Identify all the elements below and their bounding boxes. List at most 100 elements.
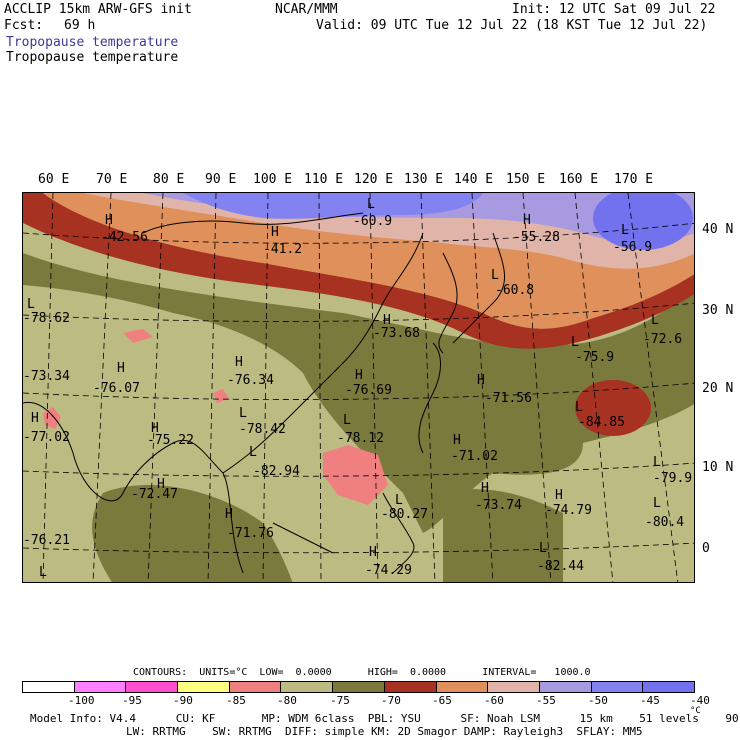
map-mark: L (653, 455, 661, 470)
map-value: -71.56 (485, 391, 532, 406)
lon-label: 170 E (614, 172, 654, 187)
model-title: ACCLIP 15km ARW-GFS init (4, 2, 192, 17)
legend-label: -100 (68, 694, 95, 707)
map-value: -82.44 (537, 559, 584, 574)
valid-time: Valid: 09 UTC Tue 12 Jul 22 (18 KST Tue … (316, 18, 708, 33)
map-mark: H (31, 411, 39, 426)
map-mark: L (575, 400, 583, 415)
map-mark: H (555, 488, 563, 503)
lon-label: 120 E (354, 172, 394, 187)
map-mark: H (355, 368, 363, 383)
map-value: -82.94 (253, 464, 300, 479)
map-value: -80.27 (381, 507, 428, 522)
model-info-line-1: Model Info: V4.4 CU: KF MP: WDM 6class P… (30, 712, 740, 725)
map-value: -73.68 (373, 326, 420, 341)
map-value: -73.74 (475, 498, 522, 513)
lat-label: 40 N (702, 222, 734, 237)
fcst-label: Fcst: (4, 18, 44, 33)
map-value: -60.8 (495, 283, 535, 298)
map-mark: H (271, 225, 279, 240)
map-mark: H (157, 477, 165, 492)
map-mark: H (383, 313, 391, 328)
color-legend (22, 681, 695, 693)
map-value: -55.28 (513, 230, 560, 245)
map-value: -75.22 (147, 433, 194, 448)
map-mark: H (369, 545, 377, 560)
lon-label: 150 E (506, 172, 546, 187)
lat-label: 0 (702, 541, 710, 556)
legend-swatch (281, 682, 334, 692)
lon-label: 80 E (153, 172, 185, 187)
legend-label: -60 (484, 694, 504, 707)
map-value: -77.02 (23, 430, 70, 445)
legend-swatch (229, 682, 282, 692)
legend-label: -50 (588, 694, 608, 707)
map-mark: H (235, 355, 243, 370)
lon-label: 160 E (559, 172, 599, 187)
lon-label: 90 E (205, 172, 237, 187)
map-value: -72.47 (131, 487, 178, 502)
map-mark: H (151, 421, 159, 436)
map-mark: H (225, 507, 233, 522)
map-mark: H (477, 373, 485, 388)
map-mark: H (523, 213, 531, 228)
map-mark: L (249, 445, 257, 460)
tropopause-temperature-map (23, 193, 694, 582)
map-value: -76.69 (345, 383, 392, 398)
legend-swatch (436, 682, 489, 692)
map-value: -72.6 (643, 332, 683, 347)
map-value: -73.34 (23, 369, 70, 384)
map-value: -79.9 (653, 471, 693, 486)
map-value: -74.79 (545, 503, 592, 518)
map-mark: L (39, 565, 47, 580)
lon-label: 110 E (304, 172, 344, 187)
field-title-primary: Tropopause temperature (6, 35, 179, 50)
legend-swatch (539, 682, 592, 692)
map-value: -75.9 (575, 350, 615, 365)
legend-swatch (384, 682, 437, 692)
map-value: -71.02 (451, 449, 498, 464)
legend-label: -90 (173, 694, 193, 707)
legend-swatch (488, 682, 540, 692)
lat-label: 20 N (702, 381, 734, 396)
map-value: -78.62 (23, 311, 70, 326)
legend-label: -75 (330, 694, 350, 707)
lat-label: 30 N (702, 303, 734, 318)
legend-label: -40 (690, 694, 710, 707)
map-value: -76.21 (23, 533, 70, 548)
lat-label: 10 N (702, 460, 734, 475)
map-mark: L (395, 493, 403, 508)
field-title-secondary: Tropopause temperature (6, 50, 179, 65)
map-value: -78.42 (239, 422, 286, 437)
legend-swatch (333, 682, 385, 692)
legend-label: -70 (381, 694, 401, 707)
map-value: -78.12 (337, 431, 384, 446)
lon-label: 140 E (454, 172, 494, 187)
legend-swatch (178, 682, 230, 692)
map-value: -76.07 (93, 381, 140, 396)
contours-info: CONTOURS: UNITS=°C LOW= 0.0000 HIGH= 0.0… (133, 667, 591, 678)
map-mark: L (343, 413, 351, 428)
map-value: -76.34 (227, 373, 274, 388)
legend-swatch (23, 682, 75, 692)
map-value: -84.85 (578, 415, 625, 430)
map-value: -42.56 (101, 230, 148, 245)
lon-label: 130 E (404, 172, 444, 187)
map-mark: H (481, 481, 489, 496)
map-mark: H (117, 361, 125, 376)
map-value: -56.9 (613, 240, 653, 255)
lon-label: 70 E (96, 172, 128, 187)
map-value: -80.4 (645, 515, 685, 530)
legend-swatch (126, 682, 179, 692)
map-mark: L (239, 406, 247, 421)
model-info-line-2: LW: RRTMG SW: RRTMG DIFF: simple KM: 2D … (126, 725, 643, 738)
map-mark: L (27, 297, 35, 312)
map-value: -60.9 (353, 214, 393, 229)
legend-label: -55 (536, 694, 556, 707)
map-panel: H -42.56 H -41.2 L -60.9 H -55.28 L -56.… (22, 192, 695, 583)
map-mark: L (367, 197, 375, 212)
legend-unit: °C (690, 706, 701, 716)
map-value: -71.76 (227, 526, 274, 541)
map-mark: L (621, 223, 629, 238)
legend-label: -85 (226, 694, 246, 707)
